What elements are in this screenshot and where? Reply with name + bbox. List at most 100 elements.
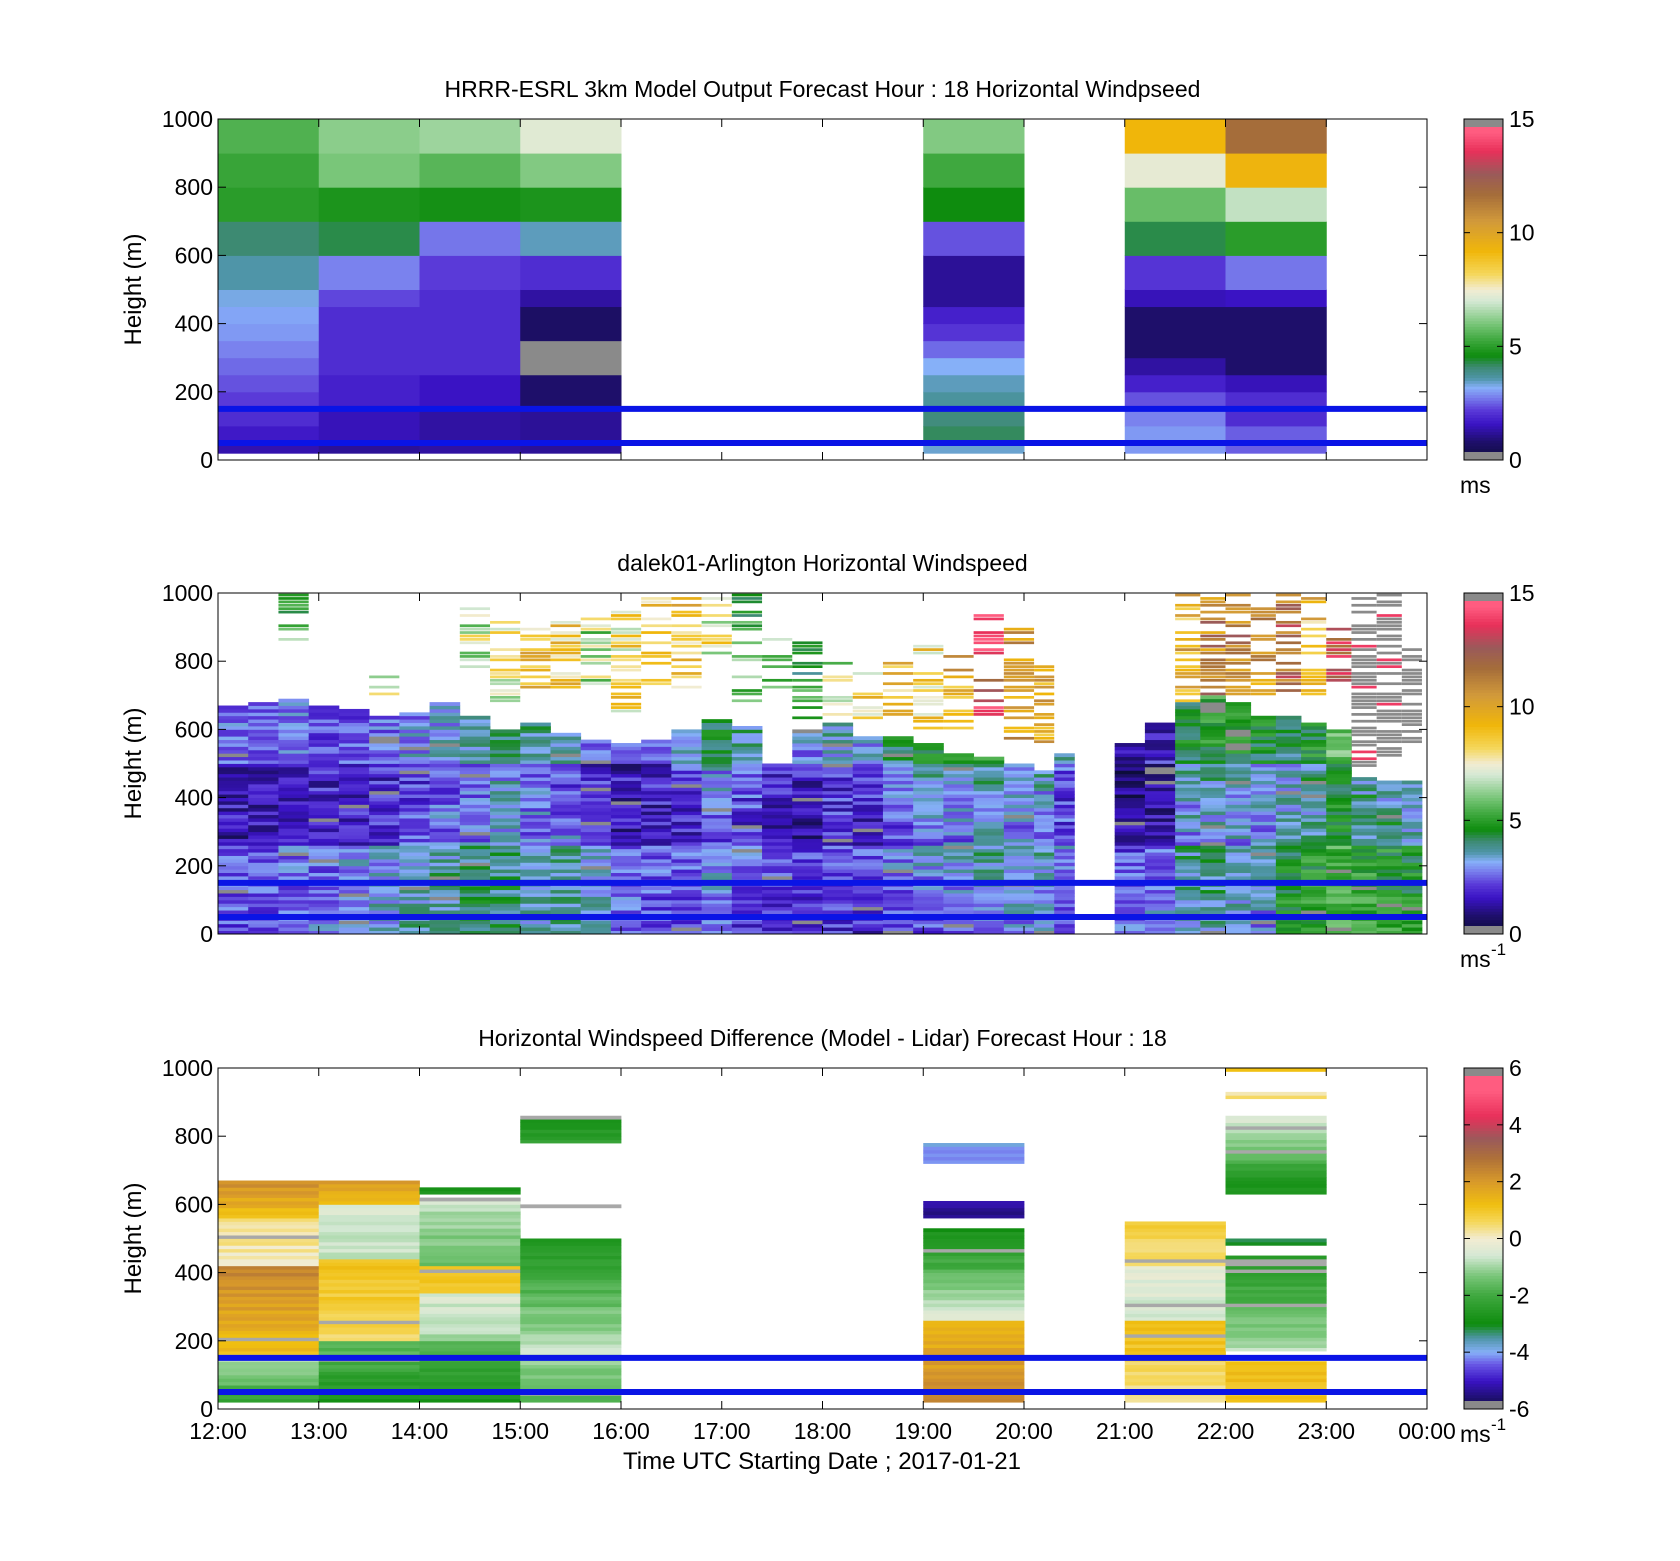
heatmap-cell (369, 773, 400, 778)
colorbar-tick-label: 10 (1509, 694, 1535, 720)
heatmap-cell (641, 927, 672, 931)
heatmap-cell (459, 831, 491, 836)
colorbar-unit-label: ms (1460, 472, 1491, 498)
heatmap-cell (701, 641, 732, 645)
heatmap-cell (1200, 899, 1226, 904)
colorbar-swatch (1464, 1141, 1503, 1146)
heatmap-cell (1144, 766, 1176, 771)
heatmap-cell (1003, 818, 1035, 822)
heatmap-cell (1326, 807, 1352, 812)
heatmap-cell (701, 876, 733, 880)
heatmap-cell (520, 869, 551, 874)
heatmap-cell (308, 777, 340, 781)
heatmap-cell (913, 794, 944, 798)
heatmap-cell (278, 889, 310, 894)
colorbar-swatch (1464, 1190, 1503, 1194)
heatmap-cell (762, 804, 793, 809)
heatmap-cell (1124, 1252, 1226, 1256)
heatmap-cell (943, 668, 974, 672)
heatmap-cell (1175, 689, 1201, 692)
heatmap-cell (973, 845, 1005, 850)
heatmap-cell (429, 715, 461, 720)
heatmap-cell (1225, 831, 1252, 836)
heatmap-cell (1034, 923, 1055, 928)
heatmap-cell (792, 899, 823, 904)
heatmap-cell (1250, 651, 1276, 655)
heatmap-cell (580, 644, 611, 648)
heatmap-cell (1275, 848, 1302, 853)
heatmap-cell (520, 340, 622, 376)
heatmap-cell (882, 927, 914, 931)
heatmap-cell (701, 777, 733, 781)
heatmap-cell (792, 644, 823, 648)
colorbar-swatch (1464, 158, 1503, 163)
heatmap-cell (1144, 722, 1176, 727)
heatmap-cell (520, 1276, 622, 1280)
heatmap-cell (278, 862, 310, 867)
colorbar-swatch (1464, 411, 1503, 416)
colorbar-swatch (1464, 700, 1503, 705)
heatmap-cell (923, 1299, 1025, 1304)
heatmap-cell (671, 760, 702, 764)
heatmap-cell (1250, 655, 1276, 658)
colorbar-swatch (1464, 820, 1503, 824)
heatmap-cell (792, 706, 823, 709)
heatmap-cell (399, 930, 430, 935)
heatmap-cell (308, 763, 340, 768)
heatmap-cell (1376, 733, 1402, 737)
heatmap-cell (429, 777, 461, 781)
heatmap-cell (1351, 865, 1378, 870)
heatmap-cell (490, 631, 521, 634)
heatmap-cell (1034, 773, 1055, 778)
heatmap-cell (1114, 763, 1146, 768)
heatmap-cell (580, 794, 612, 798)
heatmap-cell (792, 648, 823, 651)
heatmap-cell (610, 631, 642, 634)
heatmap-cell (610, 682, 642, 686)
heatmap-cell (399, 858, 430, 863)
colorbar-swatch (1464, 337, 1503, 342)
colorbar-swatch (1464, 192, 1503, 197)
heatmap-cell (278, 783, 310, 788)
heatmap-cell (641, 845, 672, 850)
heatmap-cell (1326, 777, 1352, 781)
heatmap-cell (1351, 807, 1378, 812)
heatmap-cells (218, 1068, 1327, 1403)
heatmap-cell (318, 1296, 420, 1301)
heatmap-cell (923, 1374, 1025, 1379)
heatmap-cell (701, 790, 733, 795)
heatmap-cell (1225, 852, 1252, 856)
heatmap-cell (580, 899, 612, 904)
heatmap-cell (731, 797, 763, 802)
heatmap-cell (580, 617, 611, 621)
heatmap-cell (1326, 876, 1352, 880)
heatmap-cell (1200, 923, 1226, 928)
heatmap-cell (338, 773, 370, 778)
heatmap-cell (1376, 910, 1403, 914)
heatmap-cell (1376, 814, 1403, 819)
heatmap-cell (1144, 828, 1176, 833)
heatmap-cell (369, 876, 400, 880)
heatmap-cell (399, 855, 430, 860)
colorbar-swatch (1464, 448, 1503, 452)
heatmap-cell (419, 1337, 521, 1342)
colorbar-swatch (1464, 789, 1503, 793)
heatmap-cell (1225, 1299, 1327, 1304)
heatmap-cell (399, 814, 430, 819)
heatmap-cell (1351, 801, 1378, 805)
heatmap-cell (338, 930, 370, 935)
heatmap-cell (308, 852, 340, 856)
heatmap-cell (641, 756, 672, 761)
colorbar-swatch (1464, 1295, 1503, 1299)
heatmap-cell (1200, 797, 1226, 802)
heatmap-cell (1275, 736, 1302, 741)
heatmap-cell (580, 865, 612, 870)
heatmap-cell (1200, 807, 1226, 812)
heatmap-cell (399, 736, 430, 741)
heatmap-cell (973, 848, 1005, 853)
heatmap-cell (399, 756, 430, 761)
heatmap-cell (520, 638, 551, 641)
heatmap-cell (1225, 1265, 1327, 1270)
heatmap-cell (490, 824, 521, 829)
heatmap-cell (822, 910, 854, 914)
